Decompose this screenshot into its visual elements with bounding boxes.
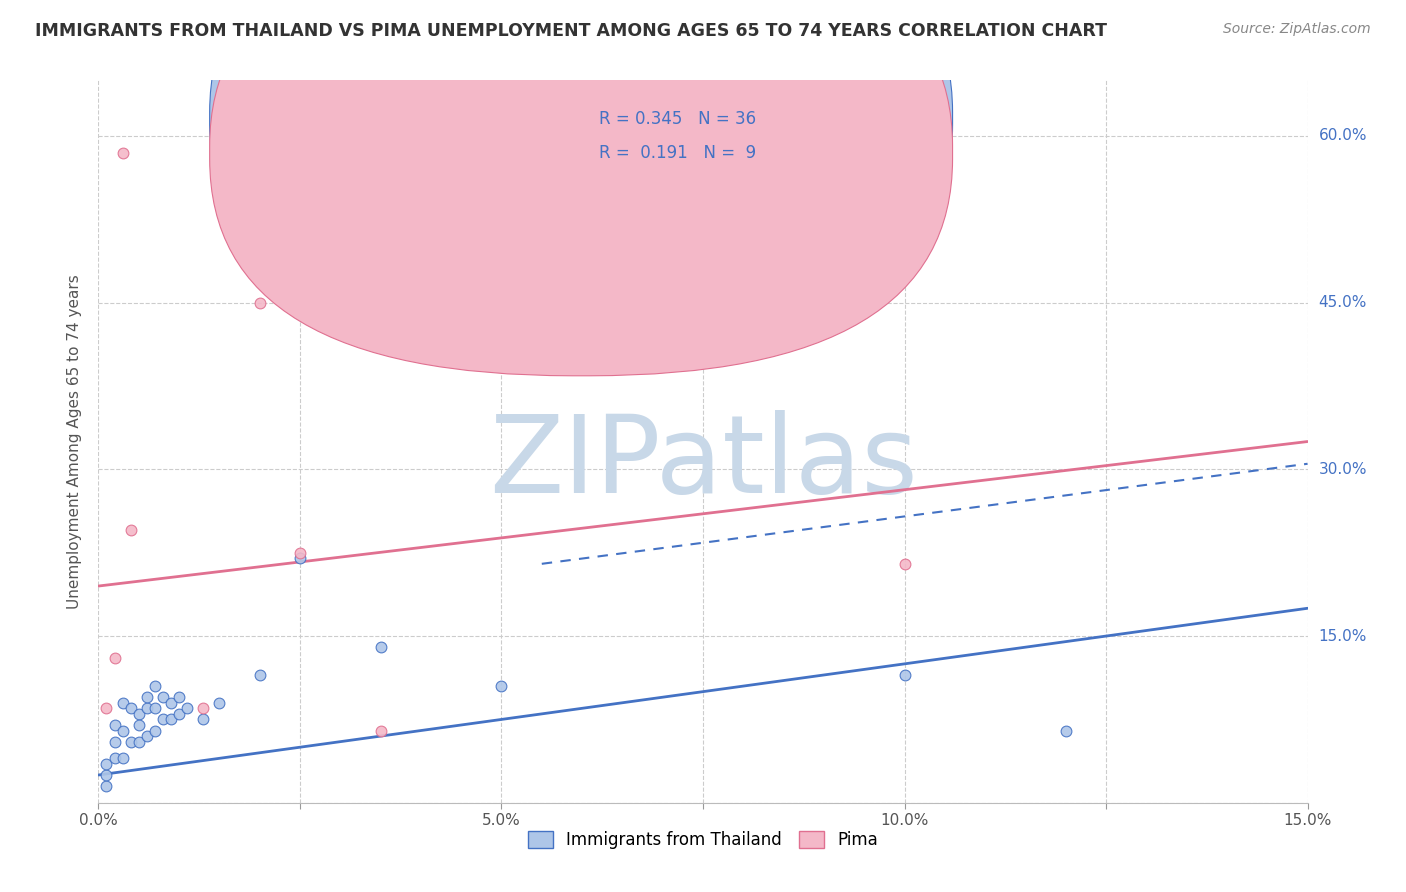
Point [111,696,134,710]
Point [135,729,157,743]
Point [143,723,166,738]
Point [111,145,134,160]
Text: 30.0%: 30.0% [1319,462,1367,477]
Text: 45.0%: 45.0% [1319,295,1367,310]
Point [96,768,118,782]
Point [111,751,134,765]
Point [288,551,311,566]
Point [893,557,915,571]
Point [160,696,183,710]
Point [128,718,150,732]
Text: Source: ZipAtlas.com: Source: ZipAtlas.com [1223,22,1371,37]
FancyBboxPatch shape [209,0,953,342]
Point [135,690,157,705]
Text: 15.0%: 15.0% [1319,629,1367,643]
Text: IMMIGRANTS FROM THAILAND VS PIMA UNEMPLOYMENT AMONG AGES 65 TO 74 YEARS CORRELAT: IMMIGRANTS FROM THAILAND VS PIMA UNEMPLO… [35,22,1107,40]
Point [135,701,157,715]
Point [103,718,125,732]
Point [120,701,142,715]
Point [103,751,125,765]
Point [288,546,311,560]
Point [152,713,174,727]
Point [167,706,190,721]
Text: R = 0.345   N = 36: R = 0.345 N = 36 [599,110,756,128]
Point [176,701,198,715]
Point [120,734,142,748]
Point [143,679,166,693]
Point [167,690,190,705]
Point [152,690,174,705]
Point [370,723,392,738]
Point [370,640,392,655]
Text: ZIPatlas: ZIPatlas [489,410,917,516]
Point [208,696,231,710]
Point [893,668,915,682]
Point [111,723,134,738]
Point [128,706,150,721]
Point [128,734,150,748]
FancyBboxPatch shape [209,0,953,376]
Point [1054,723,1077,738]
Point [249,295,271,310]
Text: R =  0.191   N =  9: R = 0.191 N = 9 [599,144,756,161]
Point [120,524,142,538]
Y-axis label: Unemployment Among Ages 65 to 74 years: Unemployment Among Ages 65 to 74 years [67,274,83,609]
Point [96,756,118,771]
Point [103,651,125,665]
Point [571,273,593,287]
Point [193,701,215,715]
Point [160,713,183,727]
Point [103,734,125,748]
Text: 60.0%: 60.0% [1319,128,1367,144]
Legend: Immigrants from Thailand, Pima: Immigrants from Thailand, Pima [522,824,884,856]
Point [96,701,118,715]
FancyBboxPatch shape [546,91,860,185]
Point [193,713,215,727]
Point [249,668,271,682]
Point [96,779,118,793]
Point [143,701,166,715]
Point [491,679,513,693]
